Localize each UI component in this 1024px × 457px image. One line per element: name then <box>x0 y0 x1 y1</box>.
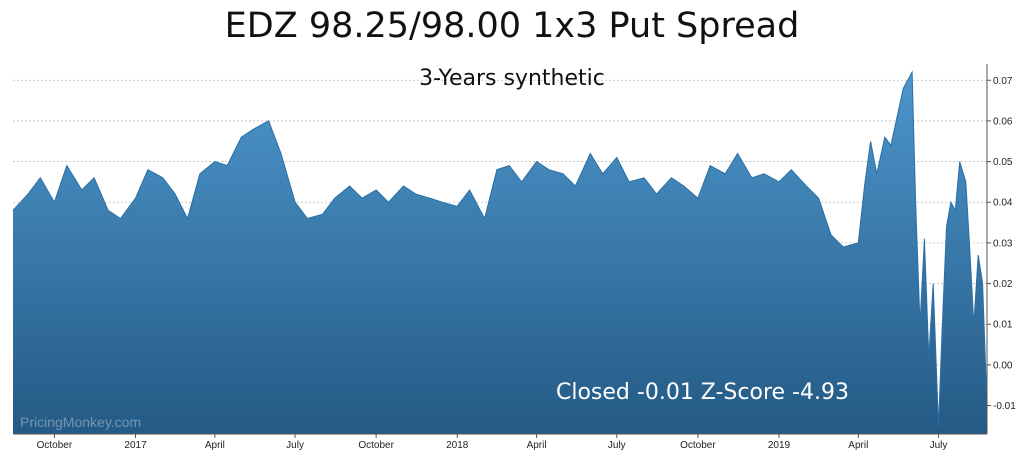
x-tick-label: April <box>205 440 225 451</box>
x-tick-label: October <box>358 440 394 451</box>
status-text: Closed -0.01 Z-Score -4.93 <box>556 380 849 405</box>
y-tick-label: 0.05 <box>993 157 1013 168</box>
y-tick-label: 0.06 <box>993 116 1013 127</box>
series-line <box>12 70 988 426</box>
x-tick-label: 2018 <box>446 440 469 451</box>
y-tick-label: 0.01 <box>993 320 1013 331</box>
x-tick-label: 2017 <box>124 440 147 451</box>
x-tick-label: April <box>848 440 868 451</box>
y-tick-label: 0.04 <box>993 198 1013 209</box>
area-fill <box>13 72 987 434</box>
y-tick-label: 0.02 <box>993 279 1013 290</box>
y-tick-label: 0.00 <box>993 360 1013 371</box>
y-tick-label: 0.07 <box>993 76 1013 87</box>
x-tick-label: July <box>286 440 304 451</box>
y-tick-label: 0.03 <box>993 238 1013 249</box>
x-tick-label: 2019 <box>768 440 791 451</box>
x-tick-label: July <box>930 440 948 451</box>
chart-subtitle: 3-Years synthetic <box>419 66 605 91</box>
chart-title: EDZ 98.25/98.00 1x3 Put Spread <box>224 6 800 46</box>
x-tick-label: October <box>680 440 716 451</box>
x-tick-label: October <box>37 440 73 451</box>
x-tick-label: April <box>527 440 547 451</box>
y-tick-label: -0.01 <box>993 401 1016 412</box>
watermark-text: PricingMonkey.com <box>20 414 142 430</box>
x-tick-label: July <box>608 440 626 451</box>
